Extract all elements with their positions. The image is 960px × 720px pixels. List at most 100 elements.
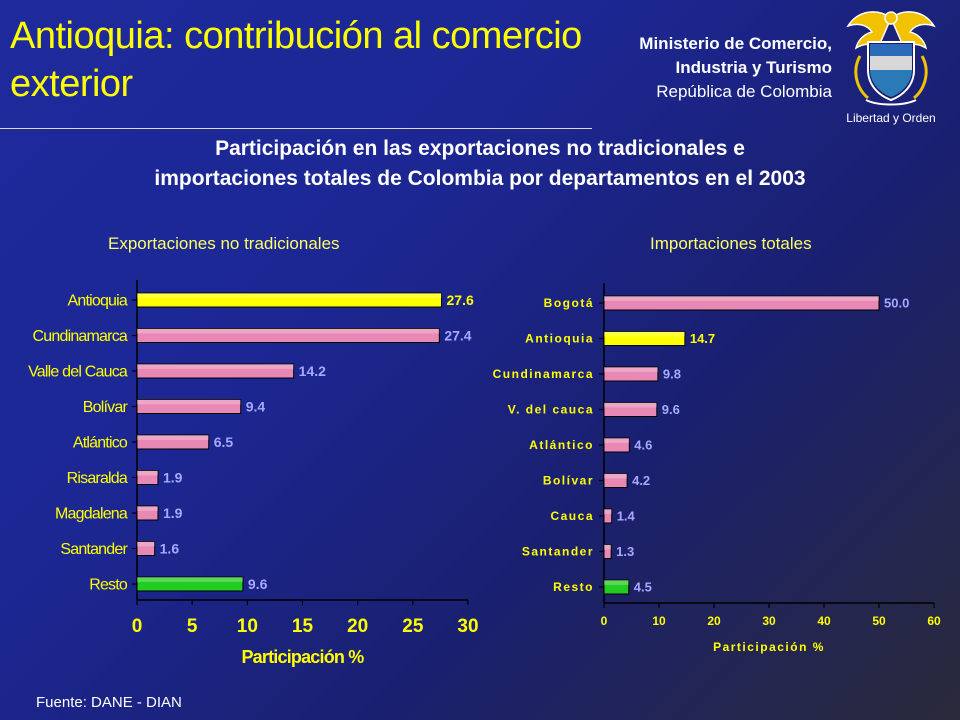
bar-highlight [604,544,612,550]
data-label: 50.0 [884,296,909,311]
category-label: Atlántico [73,435,128,452]
headline-line-2: importaciones totales de Colombia por de… [154,167,806,190]
data-label: 14.7 [690,331,715,346]
bar-highlight [604,438,630,443]
x-tick-label: 0 [132,616,143,637]
bar-highlight [137,328,440,334]
category-label: Magdalena [55,506,128,523]
bar-highlight [604,509,612,514]
category-label: Antioquia [525,332,594,346]
bar [136,328,440,343]
ministry-line-1: Ministerio de Comercio, [639,34,832,53]
ministry-line-2: Industria y Turismo [675,58,833,77]
category-label: Bolívar [83,399,129,416]
bar [136,363,295,379]
bar [603,366,659,382]
x-tick-label: 0 [601,614,608,628]
bar [136,505,159,521]
data-label: 1.6 [160,540,180,556]
category-label: Cauca [550,509,594,523]
bar-highlight [137,364,294,369]
category-label: Bolívar [543,474,594,488]
x-tick-label: 25 [402,616,424,637]
bar [136,541,156,556]
x-tick-label: 10 [652,614,666,628]
data-label: 4.6 [634,438,652,453]
data-label: 6.5 [214,434,234,450]
bar [136,576,244,592]
bar [603,295,880,311]
category-label: Cundinamarca [493,367,594,381]
category-label: Cundinamarca [33,328,128,345]
bar-highlight [137,506,158,511]
x-tick-label: 30 [457,616,478,637]
data-label: 9.8 [663,367,681,382]
x-tick-label: 20 [347,616,368,637]
bar [603,508,613,524]
bar-highlight [137,470,158,476]
bar-highlight [137,399,241,405]
category-label: Santander [522,545,594,559]
exports-chart-title: Exportaciones no tradicionales [108,234,340,253]
imports-chart-title: Importaciones totales [650,234,812,253]
chart-headline: Participación en las exportaciones no tr… [0,134,960,194]
x-axis-title: Participación % [241,647,364,667]
x-tick-label: 10 [237,616,258,637]
bar-highlight [604,296,879,301]
category-label: Resto [553,580,594,594]
category-label: Resto [89,577,128,594]
x-axis-title: Participación % [713,640,825,654]
category-label: Antioquia [67,293,127,310]
x-tick-label: 50 [872,614,886,628]
bar [603,437,630,453]
coat-of-arms-logo: Libertad y Orden [846,11,936,125]
bar-highlight [137,293,442,298]
data-label: 27.4 [444,327,471,343]
category-label: Atlántico [529,438,594,452]
bar [136,292,443,308]
x-tick-label: 20 [707,614,721,628]
bar-highlight [604,402,657,408]
category-label: Risaralda [67,470,128,487]
data-label: 9.6 [662,402,680,417]
ministry-block: Ministerio de Comercio, Industria y Turi… [639,32,832,104]
bar [603,473,628,488]
bar [136,470,159,485]
bar-highlight [137,577,243,582]
data-label: 14.2 [299,363,326,379]
category-label: Bogotá [544,296,594,310]
bar [136,399,242,414]
bar [603,402,658,417]
bar-highlight [604,367,658,372]
bar [136,434,210,450]
x-tick-label: 60 [927,614,941,628]
bar [603,544,612,559]
page-title: Antioquia: contribución al comercio exte… [10,15,582,105]
bar-highlight [604,331,685,337]
bar-highlight [604,473,628,479]
ministry-line-3: República de Colombia [656,82,832,101]
data-label: 9.6 [248,576,268,592]
bar-highlight [137,435,209,440]
data-label: 1.4 [617,509,636,524]
title-divider [0,128,592,129]
bar [603,331,686,346]
data-label: 9.4 [246,398,266,414]
data-label: 1.9 [163,505,183,521]
x-tick-label: 30 [762,614,776,628]
bar-highlight [604,580,629,585]
source-note: Fuente: DANE - DIAN [36,694,182,711]
category-label: Santander [60,541,128,558]
data-label: 27.6 [447,292,474,308]
bar-highlight [137,541,155,547]
headline-line-1: Participación en las exportaciones no tr… [215,137,745,160]
category-label: V. del cauca [508,403,594,417]
data-label: 4.5 [634,580,652,595]
x-tick-label: 40 [817,614,831,628]
data-label: 1.9 [163,469,183,485]
x-tick-label: 15 [292,616,314,637]
bar [603,579,630,595]
data-label: 1.3 [616,544,634,559]
